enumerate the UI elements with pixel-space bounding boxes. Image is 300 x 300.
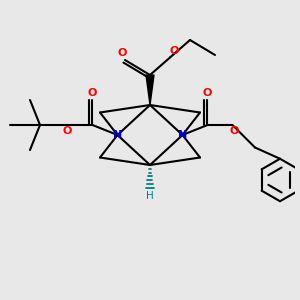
Text: O: O: [169, 46, 178, 56]
Text: O: O: [63, 126, 72, 136]
Text: O: O: [229, 126, 239, 136]
Text: N: N: [178, 130, 187, 140]
Text: H: H: [146, 191, 154, 201]
Text: O: O: [118, 48, 127, 58]
Text: O: O: [88, 88, 97, 98]
Text: N: N: [113, 130, 122, 140]
Polygon shape: [146, 75, 154, 105]
Text: O: O: [203, 88, 212, 98]
